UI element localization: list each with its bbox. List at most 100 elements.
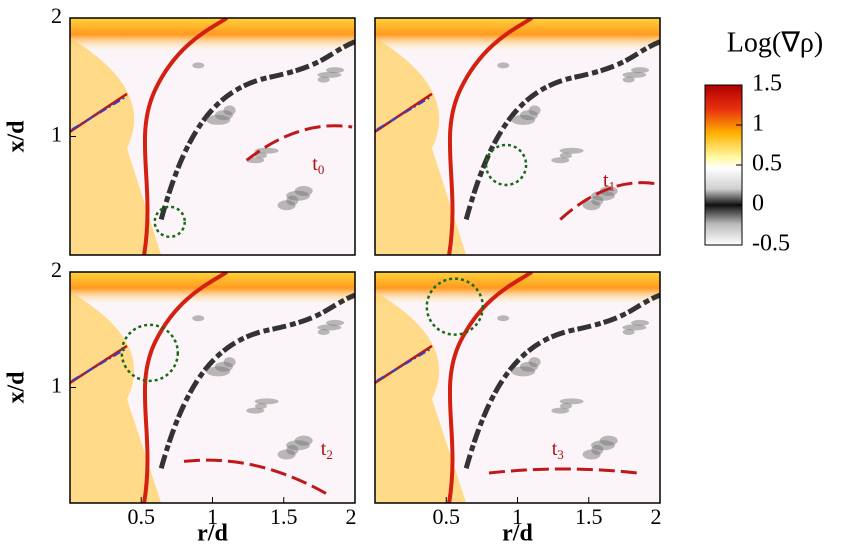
shock-wave xyxy=(376,347,433,382)
vortex-line xyxy=(447,272,533,503)
density-blob xyxy=(277,200,296,211)
colorbar-tick-label: 0 xyxy=(752,191,764,217)
shock-wave xyxy=(375,344,433,384)
jet-plume xyxy=(70,292,162,503)
x-tick-label: 2 xyxy=(346,504,357,529)
density-blob xyxy=(511,366,536,377)
time-index: 1 xyxy=(609,179,616,194)
shock-wave xyxy=(71,347,128,382)
time-index: 0 xyxy=(318,162,325,177)
density-blob xyxy=(246,407,265,414)
shock-wave xyxy=(376,95,433,131)
time-symbol: t xyxy=(552,437,558,459)
density-blob xyxy=(622,324,647,331)
y-tick-label: 2 xyxy=(51,257,62,282)
field xyxy=(70,272,355,503)
density-blob xyxy=(511,114,536,125)
panel: t2 1 2 x/d 0.5 1 1.5 2 r/d xyxy=(4,257,357,546)
density-blob xyxy=(317,71,342,78)
vortex-line xyxy=(447,18,533,255)
density-blob xyxy=(551,407,570,414)
reflected-shock xyxy=(245,124,353,162)
density-blob xyxy=(254,402,267,409)
x-axis-label: r/d xyxy=(502,521,533,547)
jet-plume xyxy=(70,38,162,255)
y-tick-label: 2 xyxy=(51,3,62,28)
density-blob xyxy=(206,366,231,377)
density-blob xyxy=(497,315,510,322)
vortex-marker xyxy=(153,205,186,239)
density-blob xyxy=(559,147,584,154)
time-label: t3 xyxy=(552,437,564,461)
mixing-front xyxy=(158,39,355,221)
colorbar xyxy=(704,84,743,246)
y-tick-label: 1 xyxy=(51,373,62,398)
density-blob xyxy=(622,329,635,336)
vortex-marker xyxy=(484,143,528,187)
mixing-front xyxy=(158,292,355,470)
density-blob xyxy=(326,319,345,326)
field xyxy=(375,272,660,503)
x-tick-label: 1.5 xyxy=(575,504,603,529)
density-blob xyxy=(317,324,342,331)
panel: t3 0.5 1 1.5 2 r/d xyxy=(374,271,662,547)
shear-layer xyxy=(375,18,660,52)
density-blob xyxy=(206,114,231,125)
density-blob xyxy=(192,315,205,322)
x-tick-label: 0.5 xyxy=(433,504,461,529)
density-blob xyxy=(254,147,279,154)
density-blob xyxy=(497,62,510,69)
time-symbol: t xyxy=(603,169,609,191)
reflected-shock xyxy=(559,181,658,221)
shock-wave xyxy=(70,92,128,133)
colorbar-tick-label: 1 xyxy=(752,111,764,137)
time-index: 3 xyxy=(557,447,564,462)
y-axis-label: x/d xyxy=(4,371,30,404)
field xyxy=(375,18,660,255)
x-tick-label: 0.5 xyxy=(128,504,156,529)
jet-plume xyxy=(375,38,467,255)
reflected-shock xyxy=(488,467,638,475)
x-tick-label: 1 xyxy=(512,504,523,529)
reflected-shock xyxy=(183,458,328,496)
vortex-line xyxy=(142,272,228,503)
shock-wave xyxy=(375,92,433,133)
shear-layer xyxy=(70,18,355,52)
density-blob xyxy=(317,329,330,336)
x-tick-label: 2 xyxy=(651,504,662,529)
jet-plume xyxy=(375,292,467,503)
shock-wave xyxy=(70,344,128,384)
time-label: t2 xyxy=(321,437,333,461)
density-blob xyxy=(559,152,572,159)
x-axis-label: r/d xyxy=(197,521,228,547)
colorbar-tick-label: 0.5 xyxy=(752,151,782,177)
colorbar-title: Log(∇ρ) xyxy=(727,27,823,58)
field xyxy=(70,18,355,255)
density-blob xyxy=(582,449,601,460)
vortex-marker xyxy=(425,277,485,336)
x-tick-label: 1.5 xyxy=(270,504,298,529)
vortex-line xyxy=(142,18,228,255)
time-symbol: t xyxy=(321,437,327,459)
density-blob xyxy=(582,200,601,211)
shear-layer xyxy=(70,272,355,305)
time-symbol: t xyxy=(312,153,318,175)
density-blob xyxy=(254,152,267,159)
y-axis-label: x/d xyxy=(4,120,30,153)
density-blob xyxy=(551,157,570,164)
density-blob xyxy=(622,71,647,78)
density-blob xyxy=(559,398,584,405)
colorbar-tick-label: -0.5 xyxy=(752,231,790,257)
panel-frame xyxy=(374,17,661,256)
density-blob xyxy=(622,76,635,83)
time-label: t0 xyxy=(312,153,324,177)
shear-layer xyxy=(375,272,660,305)
mixing-front xyxy=(463,292,660,470)
x-tick-label: 1 xyxy=(207,504,218,529)
density-blob xyxy=(326,67,345,74)
panel: t1 xyxy=(374,17,661,256)
time-label: t1 xyxy=(603,169,615,193)
y-tick-label: 1 xyxy=(51,122,62,147)
density-blob xyxy=(631,319,650,326)
